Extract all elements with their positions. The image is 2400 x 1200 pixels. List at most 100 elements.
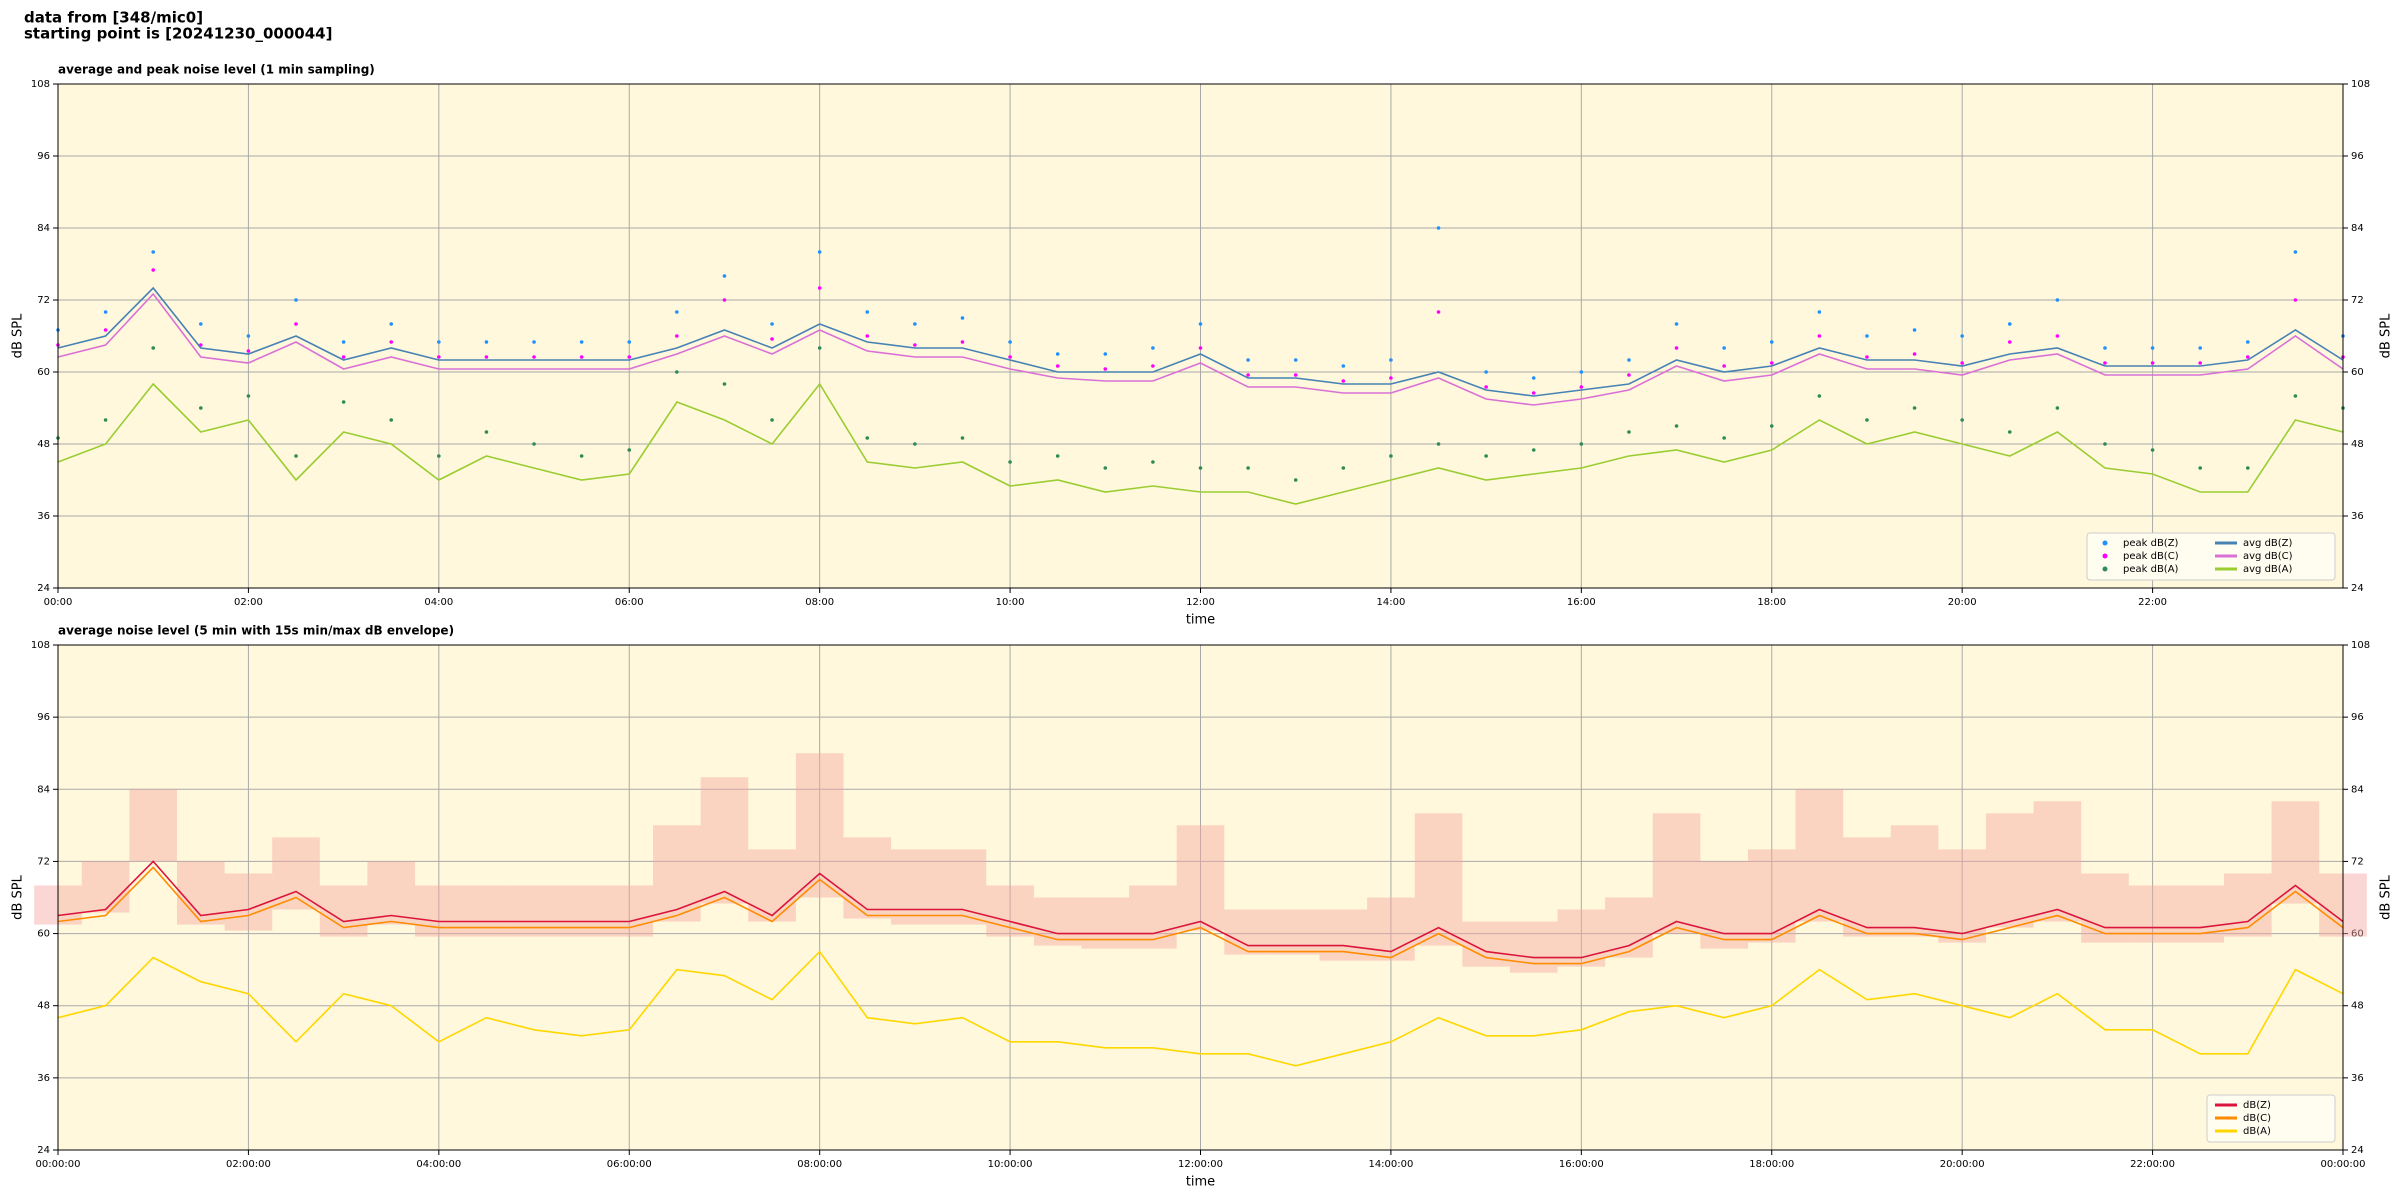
x-tick-label: 12:00: [1186, 597, 1215, 608]
y-axis-label: dB SPL: [2379, 313, 2394, 358]
envelope: [81, 861, 130, 913]
envelope: [605, 885, 654, 937]
y-tick-label: 60: [2351, 929, 2364, 940]
peak-point: [865, 436, 870, 440]
peak-point: [960, 436, 965, 440]
y-tick-label: 72: [37, 856, 50, 867]
envelope: [2033, 801, 2082, 922]
peak-point: [199, 406, 203, 410]
peak-point: [1055, 454, 1060, 458]
peak-point: [1674, 346, 1679, 350]
peak-point: [389, 322, 394, 326]
y-tick-label: 48: [37, 1001, 50, 1012]
peak-point: [484, 430, 489, 434]
peak-point: [1246, 373, 1250, 377]
peak-point: [1341, 364, 1346, 368]
legend-box: [2206, 1094, 2336, 1143]
peak-point: [1579, 370, 1584, 374]
x-axis-label: time: [1186, 1175, 1215, 1190]
x-tick-label: 06:00:00: [607, 1159, 652, 1170]
peak-point: [627, 340, 632, 344]
y-tick-label: 24: [2351, 583, 2364, 594]
chart-title: average and peak noise level (1 min samp…: [58, 63, 375, 77]
peak-point: [1055, 352, 1060, 356]
header-line: starting point is [20241230_000044]: [24, 25, 332, 43]
peak-point: [437, 340, 441, 344]
series-line: [57, 950, 2344, 1067]
peak-point: [1865, 334, 1869, 338]
peak-point: [532, 355, 536, 359]
peak-point: [1151, 364, 1155, 368]
x-tick-label: 22:00:00: [2130, 1159, 2175, 1170]
peak-point: [2007, 430, 2012, 434]
peak-point: [2150, 448, 2155, 452]
peak-point: [1769, 361, 1774, 365]
peak-point: [2103, 442, 2107, 446]
envelope: [891, 849, 939, 925]
peak-point: [627, 355, 632, 359]
envelope: [2271, 801, 2320, 904]
peak-point: [294, 298, 298, 302]
peak-point: [2055, 334, 2060, 338]
peak-point: [1627, 430, 1631, 434]
peak-point: [579, 355, 584, 359]
x-tick-label: 00:00:00: [2321, 1159, 2366, 1170]
y-tick-label: 72: [37, 295, 50, 306]
y-tick-label: 84: [2351, 223, 2364, 234]
peak-point: [532, 442, 536, 446]
envelope: [510, 885, 558, 937]
x-tick-label: 10:00: [996, 597, 1025, 608]
peak-point: [1198, 346, 1203, 350]
y-tick-label: 84: [37, 784, 50, 795]
peak-point: [1293, 358, 1298, 362]
envelope: [843, 837, 892, 919]
peak-point: [675, 370, 679, 374]
peak-point: [770, 418, 774, 422]
y-tick-label: 96: [2351, 151, 2364, 162]
peak-point: [627, 448, 632, 452]
legend-label: avg dB(C): [2243, 551, 2293, 562]
envelope: [557, 885, 606, 937]
legend-label: peak dB(A): [2123, 564, 2179, 575]
x-tick-label: 20:00:00: [1940, 1159, 1985, 1170]
peak-point: [675, 334, 679, 338]
peak-point: [1912, 352, 1917, 356]
peak-point: [1722, 346, 1726, 350]
x-tick-label: 18:00:00: [1749, 1159, 1794, 1170]
peak-point: [151, 250, 156, 254]
peak-point: [1389, 454, 1393, 458]
peak-point: [1960, 418, 1964, 422]
peak-point: [1722, 436, 1726, 440]
peak-point: [1055, 364, 1060, 368]
y-tick-label: 96: [37, 151, 50, 162]
series-line: [57, 292, 2344, 406]
peak-point: [1960, 334, 1964, 338]
peak-point: [389, 340, 394, 344]
peak-point: [1769, 340, 1774, 344]
peak-point: [1912, 406, 1917, 410]
envelope: [1938, 849, 1986, 943]
peak-point: [103, 328, 108, 332]
peak-point: [1293, 373, 1298, 377]
legend-label: peak dB(Z): [2123, 538, 2179, 549]
peak-point: [1484, 370, 1488, 374]
peak-point: [294, 454, 298, 458]
peak-point: [1246, 466, 1250, 470]
peak-point: [817, 286, 822, 290]
y-tick-label: 36: [37, 1073, 50, 1084]
legend-label: avg dB(Z): [2243, 538, 2293, 549]
peak-point: [1484, 385, 1488, 389]
peak-point: [1531, 376, 1536, 380]
peak-point: [1103, 352, 1108, 356]
y-axis-label: dB SPL: [2379, 874, 2394, 919]
envelope: [224, 873, 273, 931]
y-tick-label: 108: [31, 79, 50, 90]
y-tick-label: 48: [2351, 1001, 2364, 1012]
legend-marker: [2102, 553, 2108, 559]
legend-label: peak dB(C): [2123, 551, 2179, 562]
x-tick-label: 14:00:00: [1368, 1159, 1413, 1170]
x-tick-label: 12:00:00: [1178, 1159, 1223, 1170]
peak-point: [2007, 340, 2012, 344]
peak-point: [1151, 460, 1155, 464]
